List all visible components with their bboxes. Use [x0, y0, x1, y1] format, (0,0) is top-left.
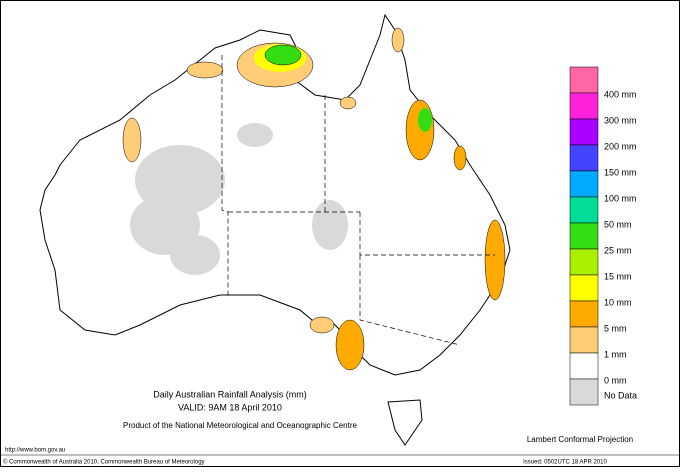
legend-swatch — [569, 118, 599, 146]
legend-label: 150 mm — [604, 167, 637, 177]
no-data-areas — [130, 123, 348, 275]
rainfall-areas — [122, 27, 506, 371]
tasmania — [387, 399, 423, 446]
legend-swatch — [569, 274, 599, 302]
legend: 400 mm 300 mm 200 mm 150 mm 100 mm 50 mm 25 mm… — [569, 66, 637, 406]
legend-swatch — [569, 248, 599, 276]
australia-mainland — [39, 13, 511, 376]
legend-swatch — [569, 222, 599, 250]
state-borders — [221, 55, 495, 346]
credit: Product of the National Meteorological a… — [123, 421, 357, 430]
legend-label: No Data — [604, 390, 637, 400]
legend-label: 200 mm — [604, 141, 637, 151]
map-title: Daily Australian Rainfall Analysis (mm) — [153, 389, 307, 399]
legend-label: 100 mm — [604, 193, 637, 203]
legend-label: 400 mm — [604, 89, 637, 99]
legend-swatch — [569, 352, 599, 380]
legend-label: 10 mm — [604, 297, 632, 307]
legend-label: 1 mm — [604, 349, 627, 359]
legend-swatch — [569, 144, 599, 172]
issued: Issued: 0502UTC 18 APR 2010 — [523, 460, 607, 466]
legend-swatch — [569, 170, 599, 198]
legend-swatch — [569, 326, 599, 354]
legend-label: 50 mm — [604, 219, 632, 229]
legend-label: 15 mm — [604, 271, 632, 281]
legend-label: 0 mm — [604, 375, 627, 385]
url: http://www.bom.gov.au — [5, 448, 65, 454]
legend-swatch — [569, 378, 599, 406]
legend-label: 5 mm — [604, 323, 627, 333]
legend-swatch — [569, 196, 599, 224]
legend-label: 300 mm — [604, 115, 637, 125]
legend-swatch — [569, 92, 599, 120]
projection: Lambert Conformal Projection — [527, 435, 633, 444]
legend-label: 25 mm — [604, 245, 632, 255]
legend-swatch — [569, 300, 599, 328]
copyright: © Commonwealth of Australia 2010, Common… — [3, 459, 205, 466]
valid-time: VALID: 9AM 18 April 2010 — [178, 402, 282, 412]
legend-swatch — [569, 66, 599, 94]
